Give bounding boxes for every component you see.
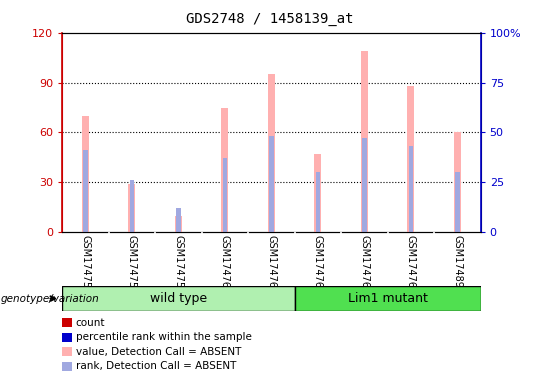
- Text: GSM174757: GSM174757: [80, 235, 90, 295]
- Text: GDS2748 / 1458139_at: GDS2748 / 1458139_at: [186, 12, 354, 25]
- Text: rank, Detection Call = ABSENT: rank, Detection Call = ABSENT: [76, 361, 236, 371]
- Bar: [129, 184, 136, 232]
- Text: GSM174760: GSM174760: [220, 235, 230, 294]
- Bar: [269, 136, 274, 232]
- Bar: [362, 139, 367, 232]
- Text: GSM174759: GSM174759: [173, 235, 184, 294]
- Bar: [315, 172, 320, 232]
- Text: wild type: wild type: [150, 292, 207, 305]
- Text: percentile rank within the sample: percentile rank within the sample: [76, 332, 252, 342]
- Bar: [454, 132, 461, 232]
- Bar: [268, 74, 275, 232]
- Text: GSM174763: GSM174763: [359, 235, 369, 294]
- Bar: [175, 216, 182, 232]
- Text: GSM174758: GSM174758: [127, 235, 137, 294]
- Text: GSM174764: GSM174764: [406, 235, 416, 294]
- Text: value, Detection Call = ABSENT: value, Detection Call = ABSENT: [76, 347, 241, 357]
- Bar: [82, 116, 89, 232]
- Bar: [62, 286, 295, 311]
- Bar: [222, 159, 227, 232]
- Text: count: count: [76, 318, 105, 328]
- Bar: [314, 154, 321, 232]
- Text: GSM174891: GSM174891: [453, 235, 462, 294]
- Bar: [409, 146, 413, 232]
- Bar: [295, 286, 481, 311]
- Bar: [130, 180, 134, 232]
- Text: GSM174762: GSM174762: [313, 235, 323, 294]
- Text: genotype/variation: genotype/variation: [1, 294, 100, 304]
- Bar: [455, 172, 460, 232]
- Text: Lim1 mutant: Lim1 mutant: [348, 292, 428, 305]
- Bar: [407, 86, 414, 232]
- Bar: [176, 209, 181, 232]
- Bar: [221, 108, 228, 232]
- Bar: [83, 151, 87, 232]
- Bar: [361, 51, 368, 232]
- Text: GSM174761: GSM174761: [266, 235, 276, 294]
